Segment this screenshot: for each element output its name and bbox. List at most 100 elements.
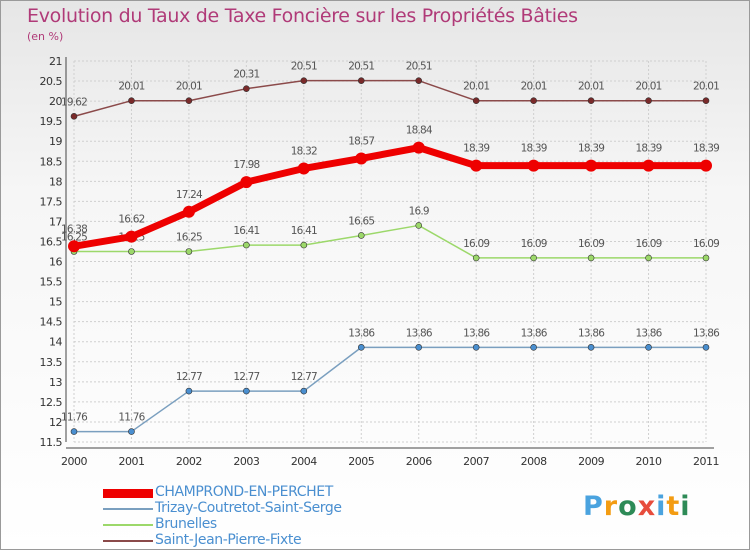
logo-letter: x <box>637 491 657 522</box>
data-label-champrond: 18.39 <box>636 143 662 155</box>
y-tick-label: 12 <box>49 416 62 429</box>
data-point-brunelles <box>128 248 135 255</box>
legend-swatch-champrond <box>103 488 153 498</box>
data-point-saint_jean <box>128 97 135 105</box>
x-tick-label: 2010 <box>636 455 662 468</box>
y-tick-label: 13 <box>49 376 62 389</box>
proxiti-logo: Proxiti <box>583 491 691 522</box>
y-tick-label: 20.5 <box>40 75 63 88</box>
data-label-trizay: 12.77 <box>291 371 317 383</box>
data-label-trizay: 11.76 <box>118 412 145 424</box>
data-label-saint_jean: 20.01 <box>521 81 547 93</box>
data-label-champrond: 18.57 <box>348 135 374 147</box>
data-point-brunelles <box>185 248 193 255</box>
data-point-champrond <box>125 230 138 243</box>
data-label-champrond: 17.98 <box>233 159 259 171</box>
data-point-champrond <box>297 162 310 175</box>
data-point-saint_jean <box>300 77 308 84</box>
data-point-trizay <box>185 387 193 395</box>
data-point-saint_jean <box>357 77 365 84</box>
data-label-brunelles: 16.09 <box>578 238 604 250</box>
data-label-brunelles: 16.41 <box>291 225 317 237</box>
series-line-trizay <box>74 346 706 433</box>
data-label-champrond: 16.62 <box>118 214 144 226</box>
y-tick-label: 12.5 <box>40 396 63 409</box>
data-point-brunelles <box>587 254 595 262</box>
data-point-trizay <box>415 344 423 351</box>
data-label-saint_jean: 20.51 <box>348 61 374 73</box>
data-point-saint_jean <box>415 77 423 84</box>
data-point-champrond <box>240 176 253 189</box>
data-point-brunelles <box>243 241 250 249</box>
x-tick-label: 2000 <box>61 455 87 468</box>
data-point-champrond <box>585 159 598 172</box>
data-label-saint_jean: 20.01 <box>118 81 144 93</box>
data-label-champrond: 18.39 <box>693 143 719 155</box>
data-point-champrond <box>412 141 425 154</box>
data-label-trizay: 13.86 <box>406 327 433 339</box>
y-tick-label: 14.5 <box>40 316 63 329</box>
y-tick-label: 17 <box>49 215 62 228</box>
y-tick-label: 18 <box>49 175 62 188</box>
data-label-champrond: 18.84 <box>406 125 433 137</box>
data-point-brunelles <box>415 222 423 229</box>
data-label-brunelles: 16.9 <box>409 205 429 217</box>
y-tick-label: 15 <box>49 296 62 309</box>
data-point-trizay <box>530 344 537 351</box>
data-point-brunelles <box>300 241 308 249</box>
y-tick-label: 21 <box>49 55 62 68</box>
data-point-trizay <box>70 428 78 435</box>
data-label-saint_jean: 20.01 <box>176 81 202 93</box>
y-tick-label: 14 <box>49 336 62 349</box>
data-label-brunelles: 16.25 <box>61 232 87 244</box>
data-label-trizay: 13.86 <box>636 327 663 339</box>
x-tick-label: 2002 <box>176 455 202 468</box>
data-label-champrond: 18.39 <box>463 143 489 155</box>
data-point-trizay <box>357 344 365 351</box>
data-point-saint_jean <box>243 85 250 92</box>
x-tick-label: 2009 <box>578 455 604 468</box>
data-label-champrond: 16.38 <box>61 223 87 235</box>
data-point-saint_jean <box>472 97 480 105</box>
data-label-saint_jean: 20.01 <box>578 81 604 93</box>
data-point-trizay <box>243 387 250 395</box>
data-point-champrond <box>700 159 712 172</box>
series-line-brunelles <box>74 224 706 259</box>
legend-swatch-trizay <box>103 508 153 510</box>
data-point-saint_jean <box>185 97 193 105</box>
y-tick-label: 15.5 <box>40 276 63 289</box>
data-label-saint_jean: 20.51 <box>406 61 432 73</box>
chart-title: Evolution du Taux de Taxe Foncière sur l… <box>27 5 578 27</box>
data-point-champrond <box>642 159 655 172</box>
data-label-brunelles: 16.09 <box>693 238 719 250</box>
data-label-brunelles: 16.09 <box>636 238 662 250</box>
x-tick-label: 2011 <box>693 455 719 468</box>
legend-swatch-saint_jean <box>103 540 153 542</box>
series-line-champrond <box>73 144 706 250</box>
logo-letter: i <box>656 491 667 522</box>
data-label-trizay: 13.86 <box>463 327 490 339</box>
legend-label-trizay: Trizay-Coutretot-Saint-Serge <box>155 500 342 516</box>
x-tick-label: 2003 <box>233 455 259 468</box>
y-tick-label: 13.5 <box>40 356 63 369</box>
data-point-saint_jean <box>70 113 78 120</box>
data-label-brunelles: 16.25 <box>176 232 202 244</box>
data-label-trizay: 12.77 <box>233 371 259 383</box>
data-label-saint_jean: 20.31 <box>233 69 259 81</box>
y-tick-label: 19.5 <box>40 115 63 128</box>
logo-letter: t <box>666 491 681 522</box>
data-label-trizay: 13.86 <box>578 327 605 339</box>
data-label-brunelles: 16.41 <box>233 225 259 237</box>
chart-subtitle: (en %) <box>27 30 64 43</box>
data-point-brunelles <box>702 254 710 262</box>
data-point-trizay <box>300 387 308 395</box>
data-label-brunelles: 16.09 <box>521 238 547 250</box>
legend-label-brunelles: Brunelles <box>155 516 217 532</box>
data-label-brunelles: 16.65 <box>348 215 374 227</box>
data-label-champrond: 18.39 <box>521 143 547 155</box>
logo-letter: r <box>603 491 619 522</box>
legend-swatch-brunelles <box>103 524 153 526</box>
y-tick-label: 18.5 <box>40 155 63 168</box>
y-tick-label: 11.5 <box>40 436 63 449</box>
